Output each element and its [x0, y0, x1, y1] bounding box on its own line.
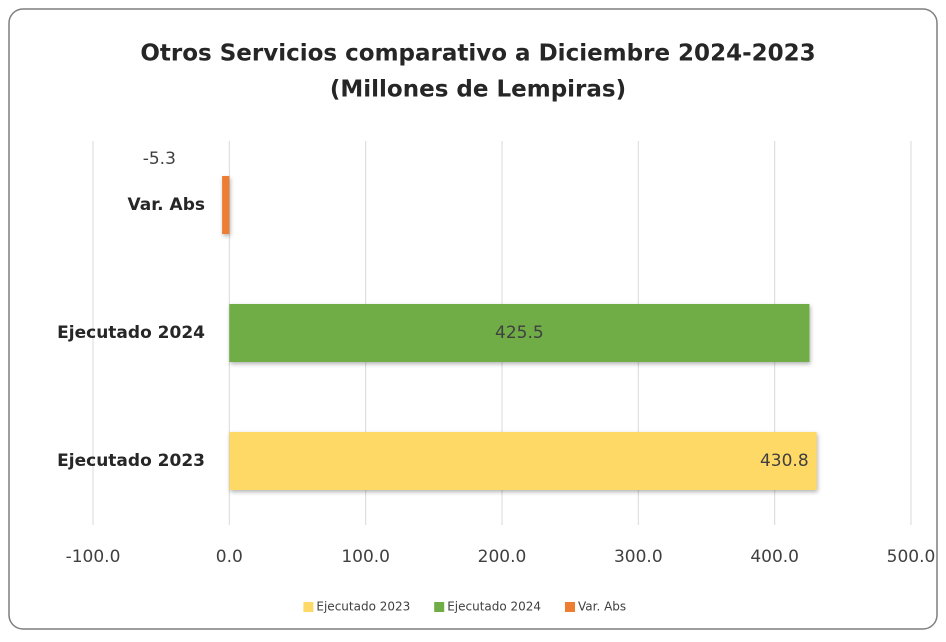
legend-swatch — [565, 602, 575, 612]
legend-label: Ejecutado 2024 — [447, 600, 541, 614]
data-label: 425.5 — [495, 323, 544, 343]
data-label: 430.8 — [760, 451, 809, 471]
x-tick-label: 200.0 — [478, 547, 527, 567]
x-tick-label: 0.0 — [216, 547, 243, 567]
legend-swatch — [434, 602, 445, 612]
bar — [222, 176, 230, 234]
legend-label: Var. Abs — [578, 600, 626, 614]
chart-subtitle: (Millones de Lempiras) — [330, 77, 626, 103]
bar — [229, 432, 817, 490]
bar — [229, 304, 810, 362]
y-tick-label: Ejecutado 2024 — [57, 323, 205, 343]
chart-title: Otros Servicios comparativo a Diciembre … — [140, 41, 815, 67]
legend-swatch — [303, 602, 314, 612]
y-tick-label: Ejecutado 2023 — [57, 451, 205, 471]
data-label: -5.3 — [143, 149, 176, 169]
x-tick-label: 100.0 — [341, 547, 390, 567]
y-tick-label: Var. Abs — [128, 195, 205, 215]
x-tick-label: 300.0 — [614, 547, 663, 567]
legend-label: Ejecutado 2023 — [316, 600, 410, 614]
x-tick-label: -100.0 — [66, 547, 121, 567]
x-tick-label: 500.0 — [887, 547, 936, 567]
x-tick-label: 400.0 — [750, 547, 799, 567]
